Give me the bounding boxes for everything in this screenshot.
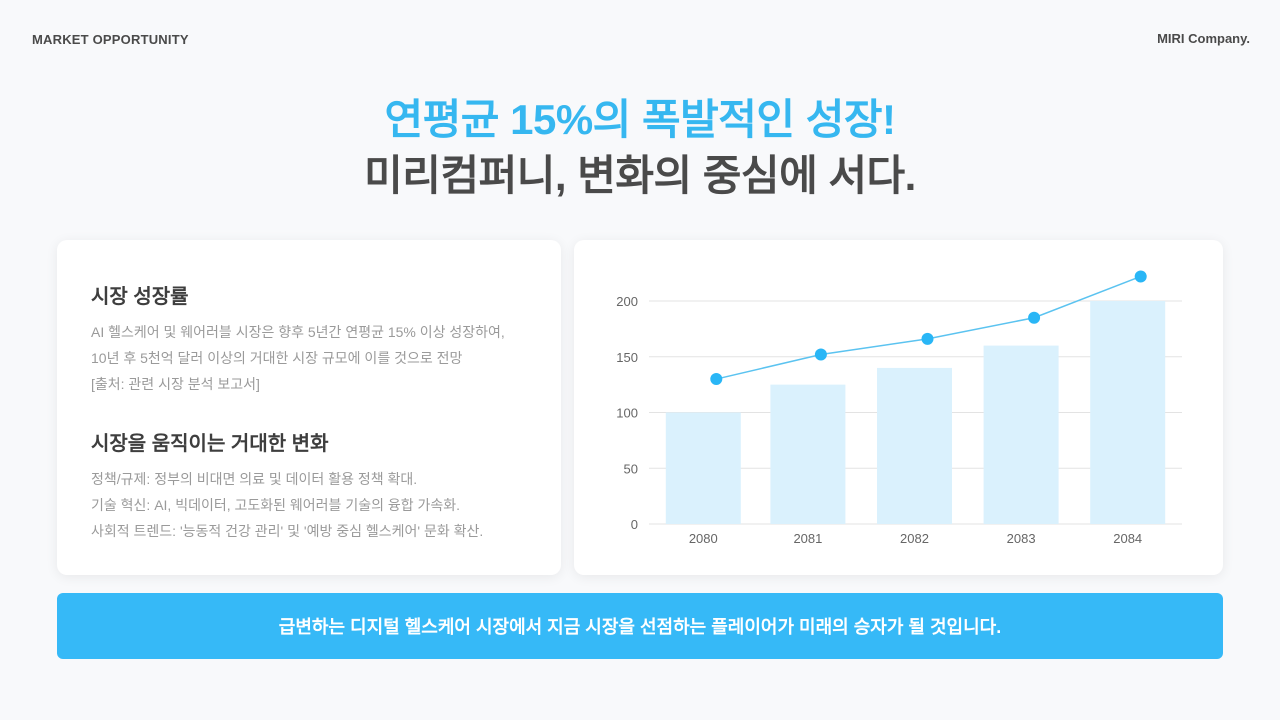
y-tick-label: 50 (624, 461, 638, 476)
headline-accent: 연평균 15%의 폭발적인 성장! (384, 96, 896, 143)
bar (983, 345, 1059, 524)
bar (770, 384, 846, 524)
growth-rate-section: 시장 성장률 AI 헬스케어 및 웨어러블 시장은 향후 5년간 연평균 15%… (91, 280, 527, 397)
market-changes-section: 시장을 움직이는 거대한 변화 정책/규제: 정부의 비대면 의료 및 데이터 … (91, 427, 527, 544)
data-point (814, 348, 827, 361)
body-line: 10년 후 5천억 달러 이상의 거대한 시장 규모에 이를 것으로 전망 (91, 350, 463, 366)
growth-chart: 0 50 100 150 200 2080 2081 2082 2083 2084 (616, 270, 1182, 546)
body-line: AI 헬스케어 및 웨어러블 시장은 향후 5년간 연평균 15% 이상 성장하… (91, 324, 505, 340)
x-tick-label: 2083 (1007, 531, 1036, 546)
x-tick-label: 2080 (689, 531, 718, 546)
y-tick-label: 200 (616, 294, 638, 309)
y-tick-label: 150 (616, 350, 638, 365)
section-title: 시장 성장률 (91, 286, 189, 308)
section-title: 시장을 움직이는 거대한 변화 (91, 433, 329, 455)
data-point (1134, 270, 1147, 283)
bar (665, 412, 741, 524)
x-tick-label: 2081 (793, 531, 822, 546)
x-tick-label: 2082 (900, 531, 929, 546)
section-label: MARKET OPPORTUNITY (32, 32, 189, 47)
data-point (710, 373, 723, 386)
brand-name: MIRI Company. (1157, 31, 1250, 46)
y-tick-label: 100 (616, 406, 638, 421)
bar (877, 367, 952, 524)
y-tick-label: 0 (631, 517, 638, 532)
trend-line (716, 275, 1141, 380)
market-info-card: 시장 성장률 AI 헬스케어 및 웨어러블 시장은 향후 5년간 연평균 15%… (57, 240, 561, 575)
data-point (921, 332, 934, 345)
x-tick-label: 2084 (1113, 531, 1142, 546)
bar (1090, 301, 1166, 524)
body-line: 기술 혁신: AI, 빅데이터, 고도화된 웨어러블 기술의 융합 가속화. (91, 497, 461, 513)
headline-main: 미리컴퍼니, 변화의 중심에 서다. (364, 152, 916, 199)
body-line: 정책/규제: 정부의 비대면 의료 및 데이터 활용 정책 확대. (91, 471, 418, 487)
chart-card: 0 50 100 150 200 2080 2081 2082 2083 2084 (574, 240, 1223, 575)
body-line: 사회적 트렌드: '능동적 건강 관리' 및 '예방 중심 헬스케어' 문화 확… (91, 523, 484, 539)
banner-text: 급변하는 디지털 헬스케어 시장에서 지금 시장을 선점하는 플레이어가 미래의… (278, 617, 1002, 637)
data-point (1028, 311, 1041, 324)
source-note: [출처: 관련 시장 분석 보고서] (91, 376, 260, 392)
conclusion-banner: 급변하는 디지털 헬스케어 시장에서 지금 시장을 선점하는 플레이어가 미래의… (57, 593, 1223, 659)
